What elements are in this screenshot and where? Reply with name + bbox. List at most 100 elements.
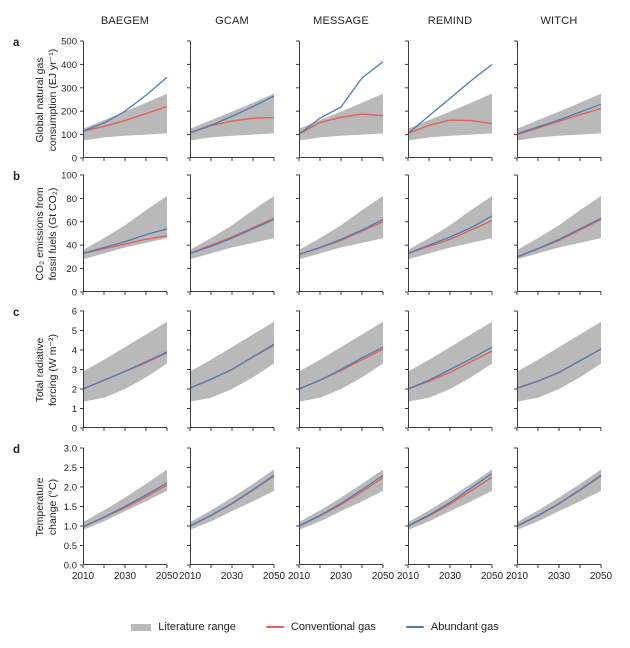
legend-label-literature-range: Literature range [158, 621, 236, 633]
y-tick-label: 400 [61, 60, 77, 71]
abundant-gas-line [82, 351, 168, 390]
abundant-gas-line [516, 217, 602, 258]
abundant-gas-line [407, 63, 493, 134]
column-header-message: MESSAGE [313, 15, 369, 27]
y-tick-label: 100 [61, 171, 77, 182]
y-tick-label: 5 [72, 326, 77, 337]
panel-a-message [296, 40, 384, 161]
legend-item-literature-range: Literature range [131, 621, 236, 633]
abundant-gas-line [298, 61, 384, 135]
x-tick-label: 2010 [72, 571, 95, 582]
conventional-gas-line [82, 235, 168, 255]
literature-range-band [408, 196, 492, 260]
y-axis-title-line1: CO₂ emissions from [34, 186, 46, 281]
literature-range-band [517, 93, 601, 141]
x-tick-label: 2050 [156, 571, 179, 582]
panel-b-message [296, 174, 384, 295]
panel-c-message [296, 310, 384, 431]
literature-range-band [408, 469, 492, 530]
panel-d-message: 2010 2030 2050 [288, 447, 395, 582]
conventional-gas-line [516, 107, 602, 136]
x-tick-label: 2030 [114, 571, 137, 582]
x-tick-label: 2010 [179, 571, 202, 582]
column-header-remind: REMIND [427, 15, 473, 27]
y-tick-label: 1.5 [64, 502, 77, 513]
abundant-gas-swatch [405, 626, 424, 628]
panel-c-witch [514, 310, 602, 431]
abundant-gas-line [407, 215, 493, 254]
column-header-baegem: BAEGEM [100, 15, 150, 27]
abundant-gas-line [189, 343, 275, 389]
literature-range-band [190, 321, 274, 402]
y-tick-label: 500 [61, 37, 77, 48]
panel-a-gcam [187, 40, 275, 161]
panel-letter-a: a [13, 37, 20, 49]
abundant-gas-line [407, 472, 493, 527]
y-tick-label: 3.0 [64, 444, 77, 455]
conventional-gas-swatch [265, 626, 284, 628]
y-tick-label: 0 [72, 424, 77, 435]
panel-d-remind: 2010 2030 2050 [397, 447, 504, 582]
y-tick-label: 80 [66, 194, 77, 205]
literature-range-band [83, 469, 167, 530]
panel-letter-c: c [13, 307, 20, 319]
y-tick-label: 2 [72, 385, 77, 396]
legend-label-conventional-gas: Conventional gas [290, 621, 376, 633]
literature-range-band [83, 93, 167, 141]
literature-range-band [517, 196, 601, 260]
y-tick-label: 0 [72, 288, 77, 299]
conventional-gas-line [189, 217, 275, 255]
panel-letter-b: b [13, 171, 21, 183]
y-tick-label: 0.5 [64, 541, 77, 552]
y-tick-label: 20 [66, 264, 77, 275]
legend-item-abundant-gas: Abundant gas [405, 621, 499, 633]
panel-letter-d: d [13, 444, 21, 456]
abundant-gas-line [298, 218, 384, 256]
panel-b-witch [514, 174, 602, 295]
panel-d-gcam: 2010 2030 2050 [179, 447, 286, 582]
y-tick-label: 0 [72, 154, 77, 165]
y-axis-title-line2: change (°C) [47, 478, 59, 535]
y-tick-label: 200 [61, 107, 77, 118]
legend: Literature range Conventional gas Abunda… [0, 621, 630, 633]
x-tick-label: 2050 [590, 571, 613, 582]
panel-a-baegem: 0 100 200 300 400 500 [61, 37, 168, 165]
abundant-gas-line [298, 346, 384, 390]
x-tick-label: 2050 [263, 571, 286, 582]
y-tick-label: 0.0 [64, 561, 77, 572]
legend-item-conventional-gas: Conventional gas [265, 621, 376, 633]
y-tick-label: 4 [72, 346, 77, 357]
y-tick-label: 100 [61, 130, 77, 141]
literature-range-band [83, 196, 167, 260]
panel-c-remind [405, 310, 493, 431]
x-tick-label: 2010 [397, 571, 420, 582]
literature-range-band [408, 93, 492, 141]
panel-b-gcam [187, 174, 275, 295]
conventional-gas-line [407, 219, 493, 255]
x-tick-label: 2010 [506, 571, 529, 582]
abundant-gas-line [189, 95, 275, 134]
y-tick-label: 2.0 [64, 483, 77, 494]
literature-range-band [299, 469, 383, 530]
y-tick-label: 2.5 [64, 463, 77, 474]
literature-range-band [517, 469, 601, 530]
y-tick-label: 60 [66, 217, 77, 228]
y-axis-title-line1: Total radiative [34, 337, 46, 402]
x-tick-label: 2050 [481, 571, 504, 582]
panel-c-gcam [187, 310, 275, 431]
literature-range-band [299, 196, 383, 260]
panel-d-baegem: 0.0 0.5 1.0 1.5 2.0 2.5 3.0 2010 2030 2050 [64, 444, 179, 583]
column-header-witch: WITCH [540, 15, 578, 27]
literature-range-band [299, 321, 383, 402]
conventional-gas-line [407, 119, 493, 135]
y-tick-label: 6 [72, 307, 77, 318]
abundant-gas-line [82, 482, 168, 528]
conventional-gas-line [298, 113, 384, 135]
x-tick-label: 2050 [372, 571, 395, 582]
literature-range-swatch [131, 623, 152, 631]
panel-b-remind [405, 174, 493, 295]
abundant-gas-line [516, 474, 602, 527]
abundant-gas-line [189, 218, 275, 255]
literature-range-band [408, 321, 492, 402]
abundant-gas-line [82, 228, 168, 255]
